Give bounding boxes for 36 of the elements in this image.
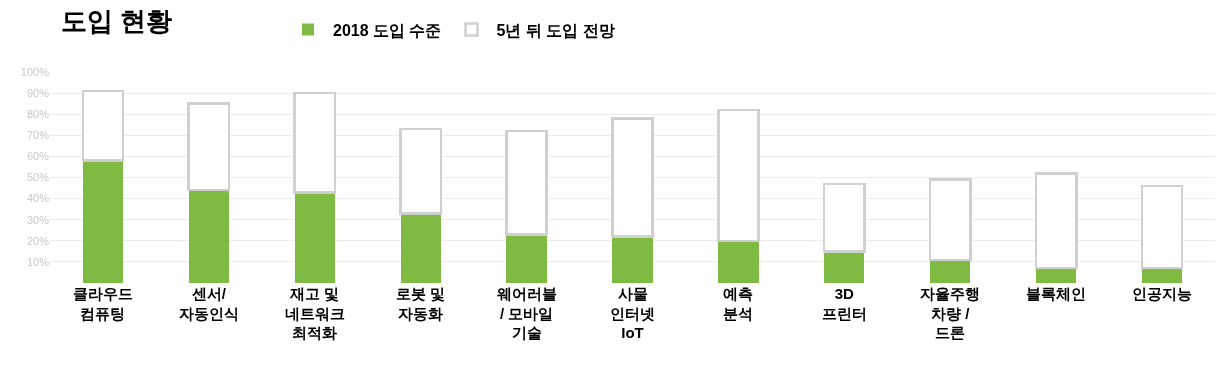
bar: [718, 240, 759, 283]
x-tick-label: 웨어러블 / 모바일 기술: [496, 285, 557, 341]
bar: [188, 190, 229, 283]
legend-label: 2018 도입 수준: [333, 21, 442, 39]
bar: [824, 251, 865, 283]
bar: [506, 234, 547, 283]
x-tick-label: 재고 및 네트워크 최적화: [284, 285, 345, 341]
x-tick-label: 자율주행 차량 / 드론: [920, 285, 981, 341]
bar: [717, 108, 760, 243]
legend-label: 5년 뒤 도입 전망: [496, 21, 615, 39]
bar: [400, 213, 441, 283]
bar: [294, 192, 335, 283]
x-tick-label: 블록체인: [1026, 285, 1087, 302]
bar: [505, 129, 548, 236]
bar: [399, 127, 443, 215]
bar: [293, 91, 337, 194]
x-tick-label: 사물 인터넷 IoT: [610, 285, 655, 341]
bar: [82, 160, 124, 283]
bar: [822, 182, 866, 253]
bar: [611, 117, 654, 238]
x-tick-label: 3D 프린터: [821, 285, 867, 322]
bar: [928, 178, 972, 262]
x-tick-label: 로봇 및 자동화: [396, 285, 446, 322]
bar: [1140, 184, 1184, 270]
x-tick-label: 클라우드 컴퓨팅: [72, 285, 133, 322]
bar: [930, 259, 971, 283]
bar: [612, 236, 653, 283]
bar: [1034, 172, 1078, 270]
bar: [187, 102, 231, 192]
x-tick-label: 센서/ 자동인식: [178, 285, 239, 322]
bar: [81, 89, 125, 162]
x-tick-label: 인공지능: [1132, 285, 1193, 302]
chart-title: 도입 현황: [61, 5, 173, 36]
bar: [1036, 268, 1077, 283]
x-tick-label: 예측 분석: [723, 285, 754, 322]
bar: [1141, 268, 1183, 283]
